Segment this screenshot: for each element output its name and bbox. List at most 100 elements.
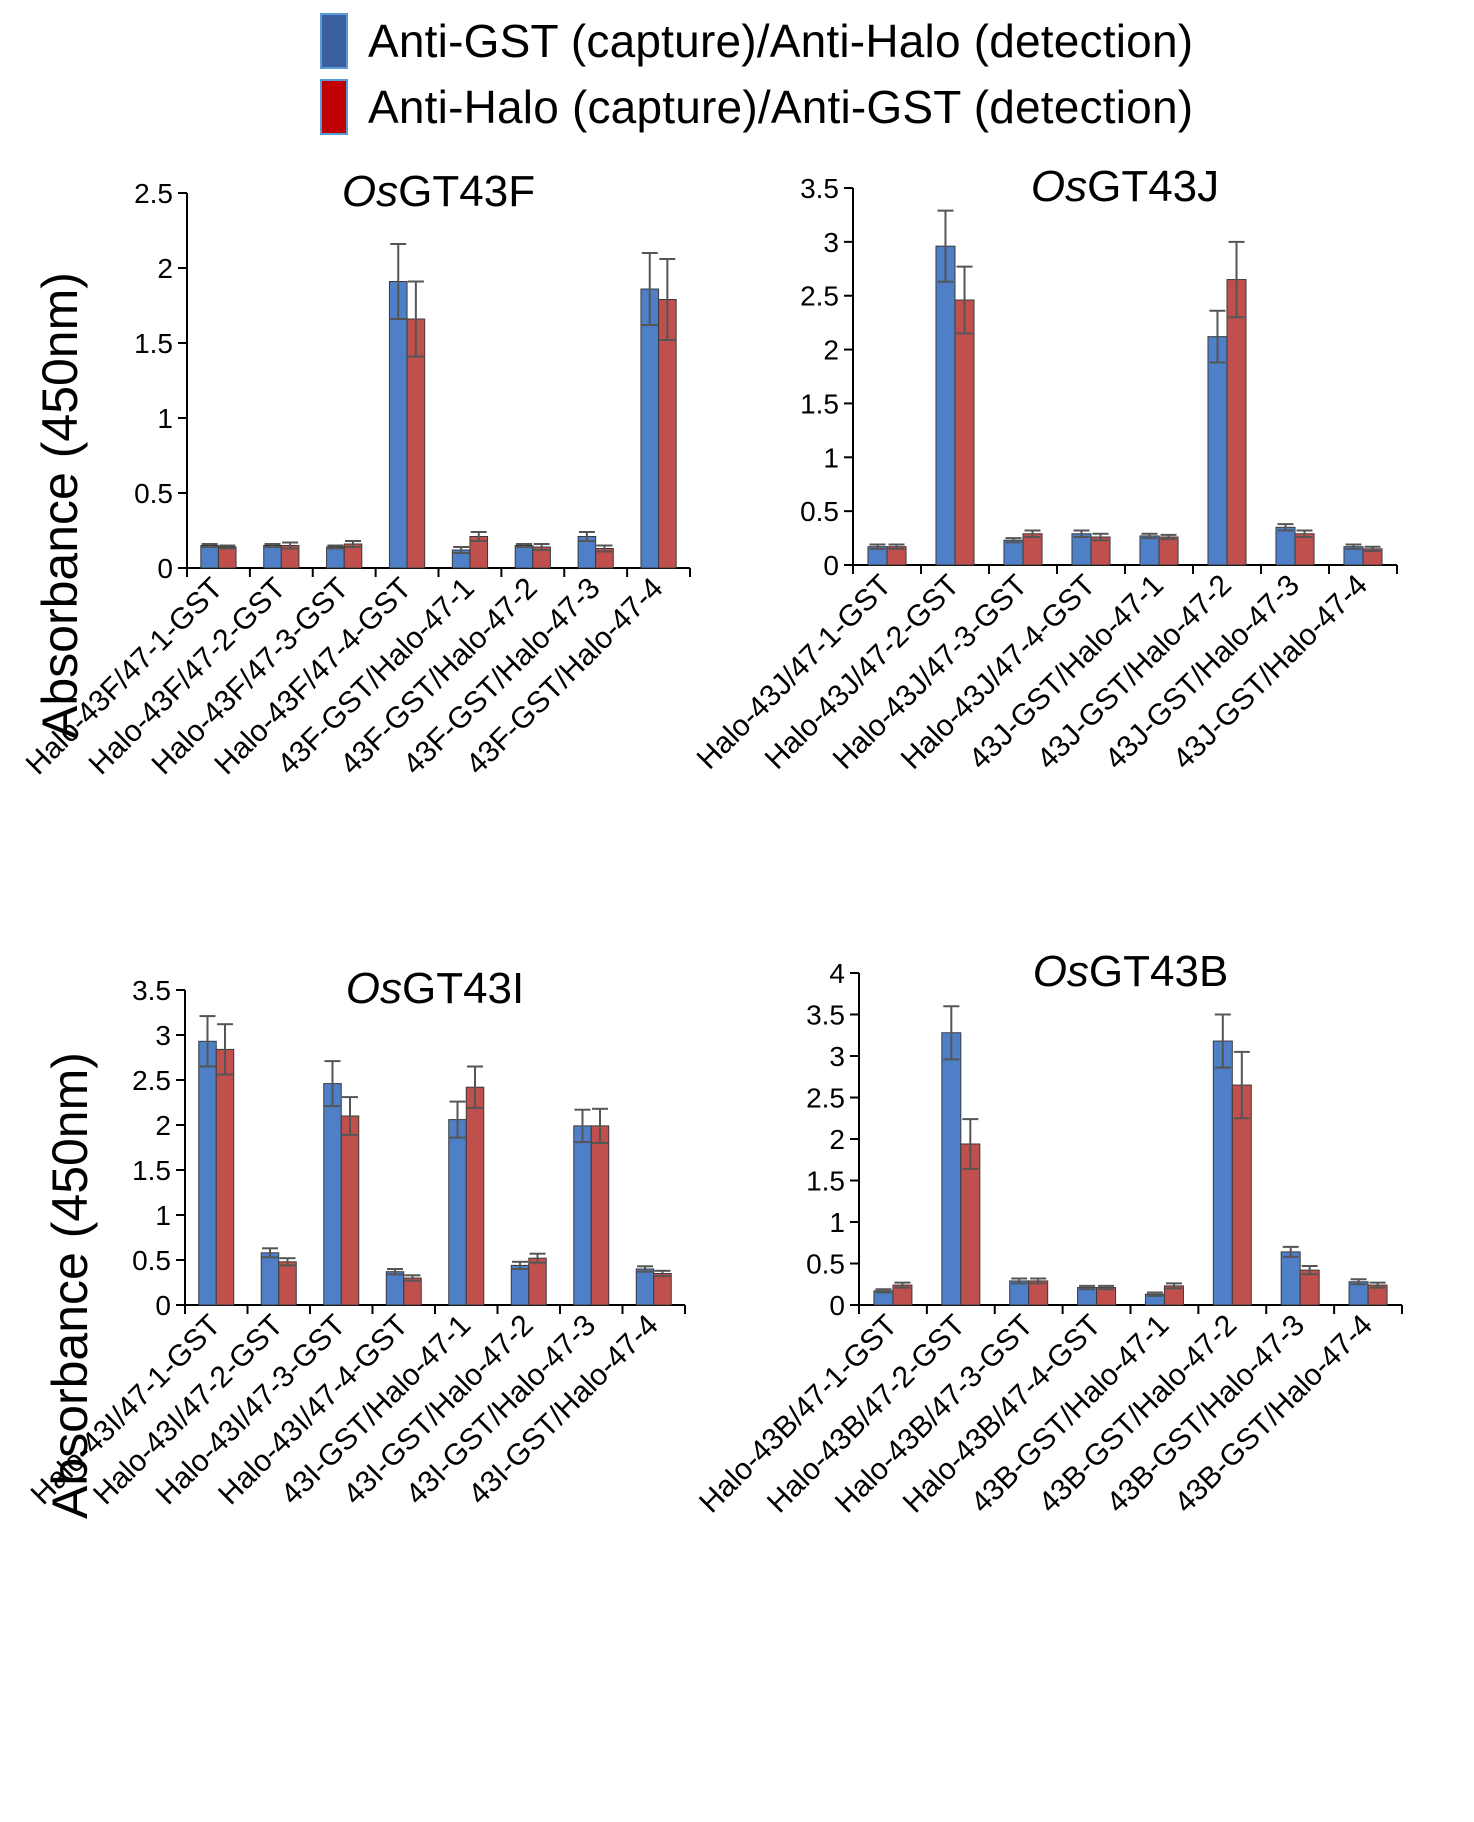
y-tick-label: 3 [829, 1041, 845, 1072]
y-tick-label: 2 [155, 1110, 171, 1141]
bar-series-a [198, 1040, 217, 1306]
bar-series-a [448, 1119, 467, 1306]
bar-series-b [465, 1086, 485, 1306]
legend-item-series-a: Anti-GST (capture)/Anti-Halo (detection) [320, 8, 1193, 74]
y-tick-label: 3.5 [800, 173, 839, 204]
y-tick-label: 0.5 [132, 1245, 171, 1276]
chart-title: OsGT43F [342, 167, 535, 216]
legend-label-series-a: Anti-GST (capture)/Anti-Halo (detection) [368, 15, 1194, 67]
bar-series-a [1212, 1040, 1233, 1306]
bar-series-b [954, 299, 975, 566]
y-tick-label: 0 [157, 553, 173, 584]
y-tick-label: 3 [155, 1020, 171, 1051]
y-tick-label: 4 [829, 958, 845, 989]
bar-series-a [573, 1125, 592, 1306]
y-tick-label: 2.5 [806, 1083, 845, 1114]
legend: Anti-GST (capture)/Anti-Halo (detection)… [320, 8, 1193, 140]
bar-series-a [941, 1032, 962, 1306]
chart-title: OsGT43B [1033, 947, 1229, 996]
bar-series-a [200, 545, 219, 569]
chart-osgt43b-plot: OsGT43B00.511.522.533.54Halo-43B/47-1-GS… [693, 947, 1403, 1519]
y-tick-label: 2 [823, 335, 839, 366]
bar-series-a [1275, 526, 1296, 566]
bar-series-a [260, 1252, 280, 1306]
y-tick-label: 0 [155, 1290, 171, 1321]
bar-series-a [388, 281, 408, 569]
y-tick-label: 2.5 [800, 281, 839, 312]
bar-series-b [1226, 279, 1247, 566]
y-axis-label: Absorbance (450nm) [42, 1052, 98, 1519]
bar-series-b [278, 1261, 297, 1306]
legend-swatch-red [320, 79, 348, 135]
bar-series-b [340, 1115, 360, 1306]
y-tick-label: 0 [829, 1290, 845, 1321]
bar-series-a [1280, 1251, 1301, 1306]
bar-series-a [326, 546, 345, 569]
chart-title-rest: GT43J [1087, 162, 1219, 211]
bar-series-b [403, 1277, 422, 1306]
bar-series-b [1158, 536, 1179, 566]
bar-series-a [385, 1271, 405, 1306]
y-tick-label: 0.5 [800, 496, 839, 527]
y-tick-label: 2.5 [134, 178, 173, 209]
chart-osgt43f: Absorbance (450nm) OsGT43F 0 0.5 1 1.5 2 2.5 Ha… [0, 150, 737, 970]
chart-osgt43b: OsGT43B 0 0.5 1 1.5 2 2.5 3 3.5 4 Halo-43B/47-1-GS… [693, 947, 1474, 1822]
bar-series-a [1139, 535, 1160, 566]
chart-osgt43f-plot: OsGT43F00.511.522.5Halo-43F/47-1-GSTHalo… [20, 167, 691, 781]
bar-series-a [323, 1083, 342, 1306]
y-tick-label: 3 [823, 227, 839, 258]
bar-series-a [1207, 336, 1228, 566]
bar-series-b [1299, 1269, 1320, 1306]
bar-series-a [635, 1268, 655, 1306]
bar-series-b [217, 546, 237, 569]
chart-title-rest: GT43F [398, 167, 535, 216]
chart-title-italic: Os [1031, 162, 1087, 211]
bar-series-a [510, 1264, 530, 1306]
bar-series-a [263, 545, 282, 569]
bar-series-a [935, 245, 956, 566]
y-tick-label: 1 [823, 442, 839, 473]
y-tick-label: 1.5 [800, 388, 839, 419]
bar-series-a [1071, 533, 1092, 566]
chart-title-rest: GT43B [1089, 947, 1228, 996]
y-tick-label: 1.5 [132, 1155, 171, 1186]
y-tick-label: 3.5 [132, 975, 171, 1006]
bar-series-b [1028, 1280, 1049, 1306]
legend-label-series-b: Anti-Halo (capture)/Anti-GST (detection) [368, 81, 1194, 133]
bar-series-b [590, 1125, 610, 1306]
bar-series-a [640, 288, 660, 569]
y-tick-label: 2 [157, 253, 173, 284]
bar-series-b [653, 1273, 672, 1306]
chart-title-italic: Os [346, 964, 402, 1013]
chart-osgt43i-plot: OsGT43I00.511.522.533.5Halo-43I/47-1-GST… [25, 964, 686, 1511]
chart-title: OsGT43J [1031, 162, 1219, 211]
y-tick-label: 1.5 [134, 328, 173, 359]
y-tick-label: 0.5 [806, 1249, 845, 1280]
bar-series-b [528, 1257, 547, 1306]
y-tick-label: 2 [829, 1124, 845, 1155]
legend-swatch-blue [320, 13, 348, 69]
y-tick-label: 0.5 [134, 478, 173, 509]
y-tick-label: 0 [823, 550, 839, 581]
y-tick-label: 1 [157, 403, 173, 434]
bar-series-b [1022, 533, 1043, 566]
chart-title-italic: Os [342, 167, 398, 216]
bar-series-a [1003, 539, 1024, 566]
chart-osgt43i: Absorbance (450nm) OsGT43I 0 0.5 1 1.5 2 2.5 3 3… [0, 964, 737, 1822]
y-tick-label: 3.5 [806, 1000, 845, 1031]
y-tick-label: 1.5 [806, 1166, 845, 1197]
bar-series-b [215, 1048, 235, 1306]
y-tick-label: 1 [829, 1207, 845, 1238]
bar-series-b [1294, 533, 1315, 566]
y-tick-label: 2.5 [132, 1065, 171, 1096]
chart-title-italic: Os [1033, 947, 1089, 996]
y-tick-label: 1 [155, 1200, 171, 1231]
chart-osgt43j-plot: OsGT43J00.511.522.533.5Halo-43J/47-1-GST… [691, 162, 1398, 776]
chart-title: OsGT43I [346, 964, 525, 1013]
chart-osgt43j: OsGT43J 0 0.5 1 1.5 2 2.5 3 3.5 Halo-43J/47-1-GST… [691, 150, 1474, 970]
bar-series-a [1009, 1280, 1030, 1306]
legend-item-series-b: Anti-Halo (capture)/Anti-GST (detection) [320, 74, 1193, 140]
y-axis-label: Absorbance (450nm) [32, 272, 88, 739]
chart-title-rest: GT43I [402, 964, 524, 1013]
bar-series-a [514, 545, 534, 569]
